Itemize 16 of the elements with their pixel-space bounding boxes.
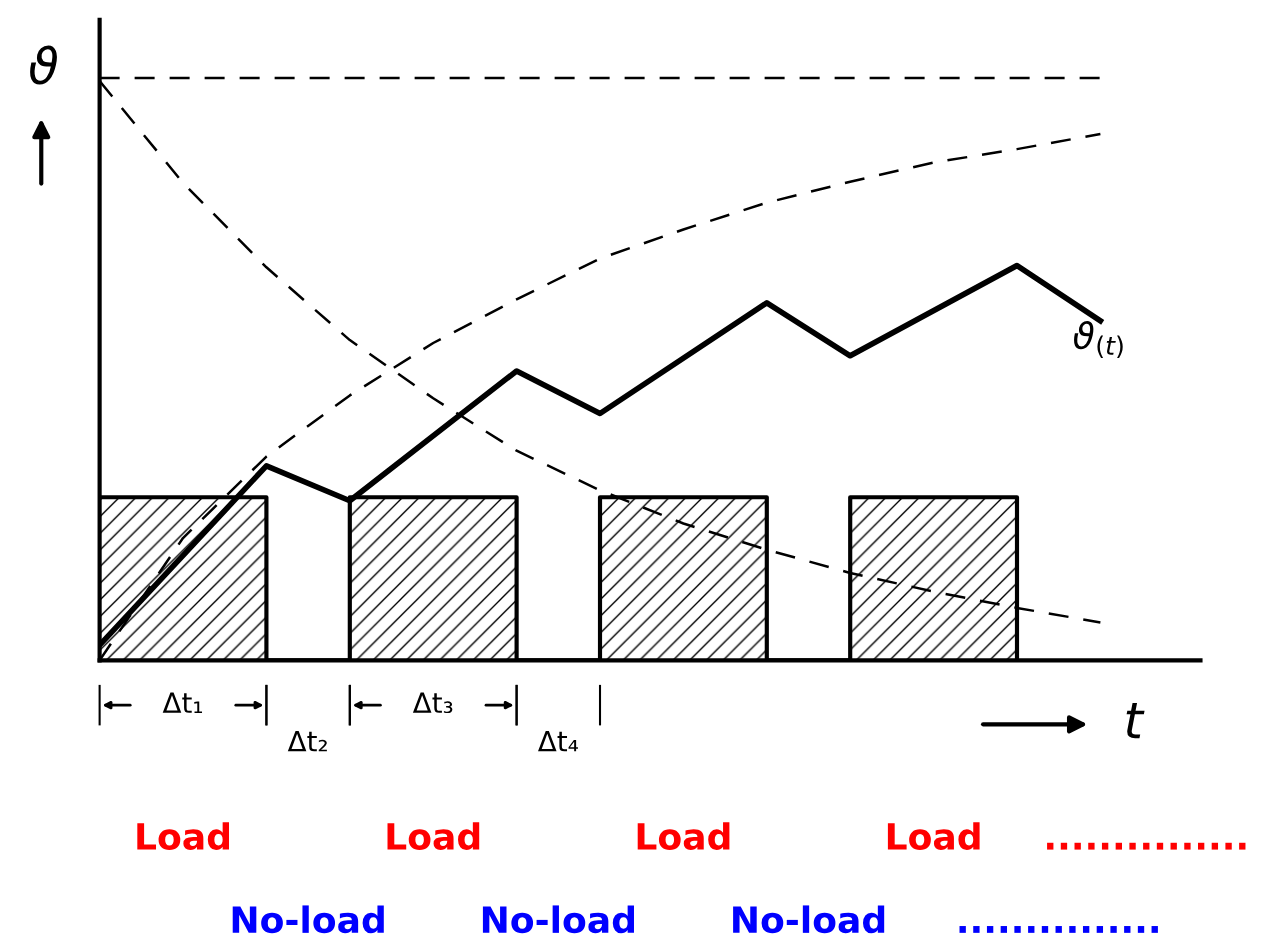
text: No-load: [482, 905, 634, 934]
text: Δt₁: [162, 692, 203, 713]
text: Load: [387, 822, 480, 851]
x-axis-title: t: [1126, 703, 1145, 739]
series-label: ϑ$_{(t)}$: [1074, 321, 1123, 359]
text: ...............: [1047, 842, 1246, 850]
text: Δt₂: [287, 730, 327, 752]
text: No-load: [733, 905, 885, 934]
text: Δt₄: [538, 730, 578, 752]
text: No-load: [232, 905, 384, 934]
text: Load: [637, 822, 730, 851]
text: ...............: [959, 926, 1158, 933]
text: Δt₃: [412, 692, 453, 714]
text: Load: [137, 822, 229, 851]
y-axis-title: ϑ: [30, 45, 57, 85]
text: Load: [887, 822, 980, 851]
